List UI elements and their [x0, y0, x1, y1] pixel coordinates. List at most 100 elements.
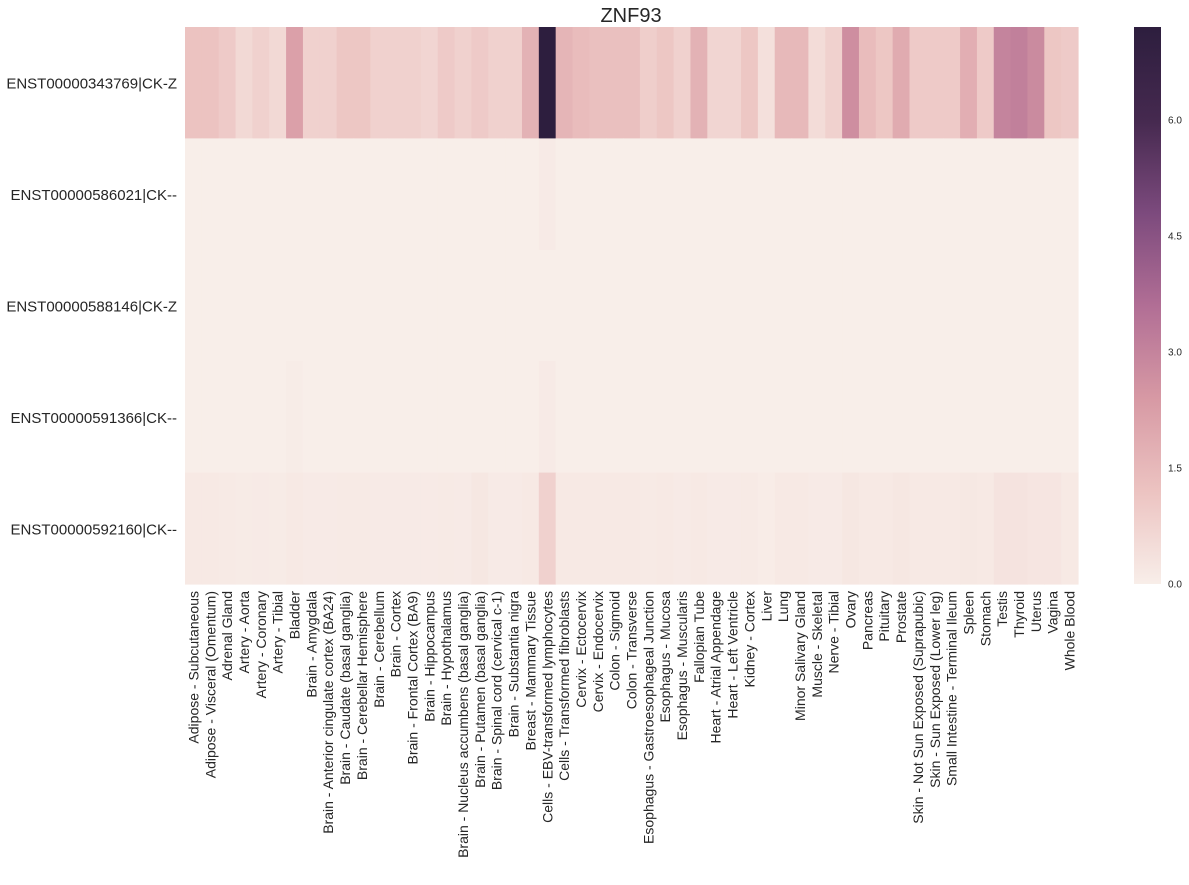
heatmap-cell: [741, 249, 759, 362]
heatmap-cell: [185, 27, 203, 139]
heatmap-cell: [538, 249, 557, 362]
column-label: Brain - Hypothalamus: [438, 591, 454, 726]
row-label: ENST00000591366|CK--: [11, 410, 178, 427]
heatmap-cell: [521, 249, 540, 362]
heatmap-cell: [185, 249, 203, 362]
heatmap-cell: [757, 138, 776, 251]
heatmap-cell: [572, 138, 590, 251]
heatmap-cell: [1010, 138, 1029, 251]
heatmap-cell: [976, 27, 995, 139]
heatmap-cell: [235, 249, 253, 362]
heatmap-cell: [572, 472, 590, 585]
heatmap-cell: [404, 249, 422, 362]
heatmap-cell: [555, 472, 574, 585]
column-label: Brain - Cerebellum: [371, 591, 387, 708]
heatmap-cell: [757, 361, 776, 474]
heatmap-cell: [909, 27, 927, 139]
heatmap-cell: [993, 27, 1012, 139]
heatmap-cell: [690, 472, 708, 585]
heatmap-cell: [842, 249, 860, 362]
heatmap-cell: [437, 361, 456, 474]
heatmap-cell: [1044, 361, 1062, 474]
heatmap-cell: [943, 361, 961, 474]
heatmap-cell: [572, 27, 590, 139]
heatmap-cell: [370, 472, 388, 585]
heatmap-cell: [606, 361, 624, 474]
heatmap-cell: [185, 138, 203, 251]
heatmap-cell: [825, 249, 843, 362]
heatmap-cell: [741, 138, 759, 251]
heatmap-cell: [825, 27, 843, 139]
heatmap-cell: [774, 249, 793, 362]
heatmap-cell: [235, 472, 253, 585]
heatmap-cell: [488, 27, 506, 139]
heatmap-cell: [960, 27, 978, 139]
heatmap-cell: [218, 138, 237, 251]
heatmap-cell: [420, 361, 439, 474]
heatmap-cell: [825, 361, 843, 474]
heatmap-cell: [555, 249, 574, 362]
heatmap-cell: [488, 361, 506, 474]
heatmap-cell: [353, 472, 371, 585]
heatmap-cell: [1061, 361, 1079, 474]
column-label: Nerve - Tibial: [826, 591, 842, 673]
heatmap-cell: [437, 138, 456, 251]
heatmap-cell: [976, 138, 995, 251]
heatmap-cell: [336, 27, 355, 139]
column-label: Colon - Transverse: [624, 591, 640, 709]
heatmap-cell: [218, 249, 237, 362]
heatmap-cell: [639, 361, 658, 474]
heatmap-cell: [336, 138, 355, 251]
heatmap-cell: [960, 138, 978, 251]
heatmap-cell: [1044, 138, 1062, 251]
heatmap-cell: [1027, 27, 1045, 139]
heatmap-cell: [589, 361, 607, 474]
heatmap-cell: [842, 361, 860, 474]
heatmap-cell: [791, 27, 810, 139]
heatmap-cell: [707, 249, 725, 362]
column-label: Testis: [994, 591, 1010, 627]
heatmap-cell: [538, 472, 557, 585]
heatmap-cell: [774, 138, 793, 251]
column-label: Brain - Cortex: [388, 591, 404, 677]
colorbar-tick-label: 4.5: [1168, 231, 1182, 242]
heatmap-cell: [269, 472, 287, 585]
heatmap-cell: [370, 249, 388, 362]
column-label: Pancreas: [859, 591, 875, 650]
heatmap-cell: [572, 361, 590, 474]
column-label: Brain - Anterior cingulate cortex (BA24): [320, 591, 336, 834]
heatmap-cell: [606, 27, 624, 139]
heatmap-cell: [420, 138, 439, 251]
heatmap-cell: [1010, 472, 1029, 585]
heatmap-cell: [505, 138, 523, 251]
heatmap-cell: [1061, 472, 1079, 585]
heatmap-cell: [707, 138, 725, 251]
row-label: ENST00000586021|CK--: [11, 187, 178, 204]
heatmap-cell: [302, 249, 321, 362]
colorbar-ticks: 0.0 1.5 3.0 4.5 6.0: [1168, 115, 1182, 590]
heatmap-cell: [774, 27, 793, 139]
column-label: Adrenal Gland: [219, 591, 235, 681]
heatmap-cell: [741, 361, 759, 474]
heatmap-cell: [673, 27, 692, 139]
heatmap-cell: [993, 361, 1012, 474]
heatmap-cell: [235, 27, 253, 139]
heatmap-cell: [892, 138, 911, 251]
column-label: Cells - EBV-transformed lymphocytes: [539, 591, 555, 823]
heatmap-cell: [909, 361, 927, 474]
column-label: Colon - Sigmoid: [607, 591, 623, 691]
heatmap-cell: [993, 249, 1012, 362]
heatmap-cell: [387, 138, 405, 251]
heatmap-cell: [993, 138, 1012, 251]
heatmap-cell: [269, 138, 287, 251]
column-label: Cervix - Endocervix: [590, 591, 606, 712]
heatmap-cell: [606, 472, 624, 585]
heatmap-cell: [724, 472, 742, 585]
heatmap-cell: [269, 361, 287, 474]
heatmap-cell: [741, 27, 759, 139]
heatmap-cell: [319, 472, 338, 585]
column-label: Uterus: [1028, 591, 1044, 632]
heatmap-cell: [201, 472, 220, 585]
heatmap-cell: [926, 138, 944, 251]
heatmap-cell: [707, 472, 725, 585]
